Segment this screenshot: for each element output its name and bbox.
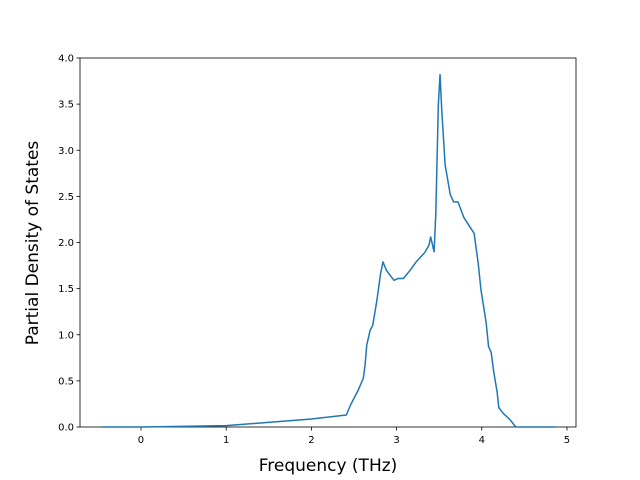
axes-frame [79, 57, 577, 428]
y-tick-label: 2.5 [58, 192, 74, 203]
x-tick-label: 4 [479, 435, 485, 446]
x-tick-label: 1 [223, 435, 229, 446]
data-line [101, 73, 556, 428]
y-tick-label: 1.0 [58, 330, 74, 341]
x-tick-label: 2 [308, 435, 314, 446]
x-axis-label: Frequency (THz) [259, 456, 398, 476]
y-tick-label: 0.5 [58, 376, 74, 387]
y-tick-label: 1.5 [58, 284, 74, 295]
y-tick-label: 4.0 [58, 54, 74, 65]
y-tick-label: 2.0 [58, 238, 74, 249]
y-tick-label: 3.5 [58, 100, 74, 111]
x-tick-label: 3 [393, 435, 399, 446]
x-tick-label: 0 [138, 435, 144, 446]
x-tick-label: 5 [564, 435, 570, 446]
y-tick-label: 0.0 [58, 423, 74, 434]
y-tick-label: 3.0 [58, 146, 74, 157]
y-axis-label: Partial Density of States [23, 141, 43, 346]
